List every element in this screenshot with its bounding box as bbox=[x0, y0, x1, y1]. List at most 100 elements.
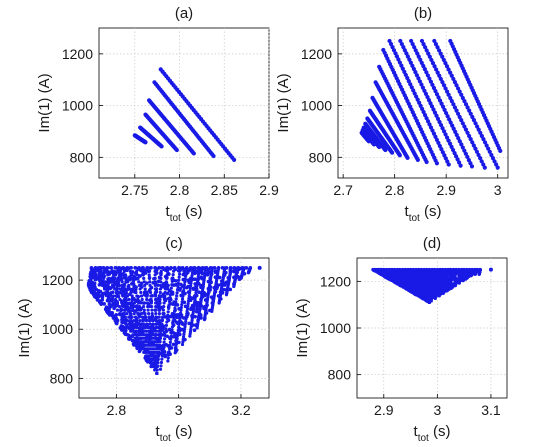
data-point bbox=[137, 349, 142, 354]
data-point bbox=[166, 315, 171, 319]
data-point bbox=[235, 270, 240, 275]
data-point bbox=[166, 305, 171, 309]
data-point bbox=[466, 157, 471, 163]
data-point bbox=[134, 343, 139, 347]
data-point bbox=[95, 298, 100, 302]
data-point bbox=[178, 319, 182, 323]
data-point bbox=[405, 54, 410, 59]
data-point bbox=[156, 283, 160, 287]
data-point bbox=[113, 298, 118, 303]
data-point bbox=[163, 315, 167, 319]
data-point bbox=[428, 292, 433, 297]
data-point bbox=[203, 316, 207, 321]
data-point bbox=[158, 301, 162, 305]
data-point bbox=[159, 364, 163, 368]
data-point bbox=[452, 105, 458, 110]
data-point bbox=[170, 290, 175, 295]
data-point bbox=[185, 307, 190, 311]
data-point bbox=[175, 291, 179, 295]
data-point bbox=[94, 277, 98, 282]
x-axis-label: ttot (s) bbox=[156, 423, 193, 444]
data-point bbox=[111, 290, 115, 295]
data-point bbox=[97, 266, 102, 270]
data-point bbox=[97, 292, 101, 296]
data-point bbox=[470, 140, 475, 145]
data-point bbox=[237, 275, 241, 280]
data-point bbox=[181, 277, 186, 282]
data-point bbox=[208, 266, 213, 270]
data-point bbox=[166, 356, 170, 360]
data-point bbox=[139, 281, 144, 286]
data-point bbox=[143, 140, 148, 145]
data-point bbox=[159, 284, 164, 288]
data-point bbox=[147, 315, 152, 320]
data-point bbox=[137, 266, 141, 270]
data-point bbox=[138, 274, 142, 278]
data-point bbox=[421, 63, 426, 69]
data-point bbox=[434, 67, 439, 72]
data-point bbox=[389, 150, 395, 155]
data-point bbox=[402, 48, 407, 53]
data-point bbox=[176, 268, 181, 273]
data-point bbox=[135, 335, 139, 340]
data-point bbox=[435, 289, 439, 294]
data-point bbox=[160, 349, 165, 353]
data-point bbox=[446, 92, 451, 97]
data-point bbox=[128, 292, 132, 296]
x-tick-label: 3.2 bbox=[231, 402, 251, 418]
data-point bbox=[120, 317, 124, 322]
data-point bbox=[416, 76, 421, 81]
data-point bbox=[142, 301, 147, 305]
x-tick-label: 3.1 bbox=[481, 402, 501, 418]
data-point bbox=[141, 272, 145, 277]
data-point bbox=[168, 340, 172, 344]
data-point bbox=[209, 280, 213, 285]
data-point bbox=[180, 303, 184, 307]
data-point bbox=[177, 272, 182, 276]
data-point bbox=[455, 86, 461, 91]
data-point bbox=[145, 281, 149, 285]
data-point bbox=[451, 102, 456, 107]
data-point bbox=[182, 300, 187, 305]
data-point bbox=[399, 41, 404, 47]
data-point bbox=[131, 303, 135, 308]
data-point bbox=[401, 45, 406, 50]
data-point bbox=[383, 147, 388, 153]
data-point bbox=[423, 91, 429, 97]
data-point bbox=[486, 146, 491, 151]
data-point bbox=[162, 345, 166, 350]
data-point bbox=[213, 289, 218, 294]
data-point bbox=[139, 290, 143, 295]
data-point bbox=[125, 287, 130, 292]
data-point bbox=[141, 318, 145, 323]
data-point bbox=[174, 348, 179, 352]
data-point bbox=[419, 82, 424, 87]
x-axis-label: ttot (s) bbox=[414, 423, 451, 444]
data-point bbox=[107, 308, 111, 312]
data-point bbox=[188, 298, 193, 303]
data-point bbox=[465, 105, 470, 110]
data-point bbox=[170, 312, 175, 316]
data-point bbox=[161, 292, 166, 297]
data-point bbox=[444, 110, 449, 116]
data-point bbox=[479, 133, 484, 139]
data-point bbox=[153, 308, 158, 312]
data-point bbox=[419, 284, 423, 288]
data-point bbox=[115, 286, 119, 291]
data-point bbox=[377, 144, 382, 150]
data-point bbox=[166, 310, 170, 314]
data-point bbox=[204, 266, 209, 270]
data-point bbox=[157, 266, 161, 270]
data-point bbox=[142, 325, 146, 330]
data-point bbox=[423, 287, 428, 291]
x-axis-label: ttot (s) bbox=[405, 203, 442, 224]
data-point bbox=[187, 321, 191, 326]
data-point bbox=[454, 83, 459, 88]
data-point bbox=[162, 330, 167, 335]
data-point bbox=[441, 57, 446, 63]
data-points bbox=[359, 38, 503, 170]
data-point bbox=[148, 322, 152, 326]
data-point bbox=[467, 108, 472, 113]
data-point bbox=[457, 89, 462, 94]
data-point bbox=[199, 297, 203, 302]
